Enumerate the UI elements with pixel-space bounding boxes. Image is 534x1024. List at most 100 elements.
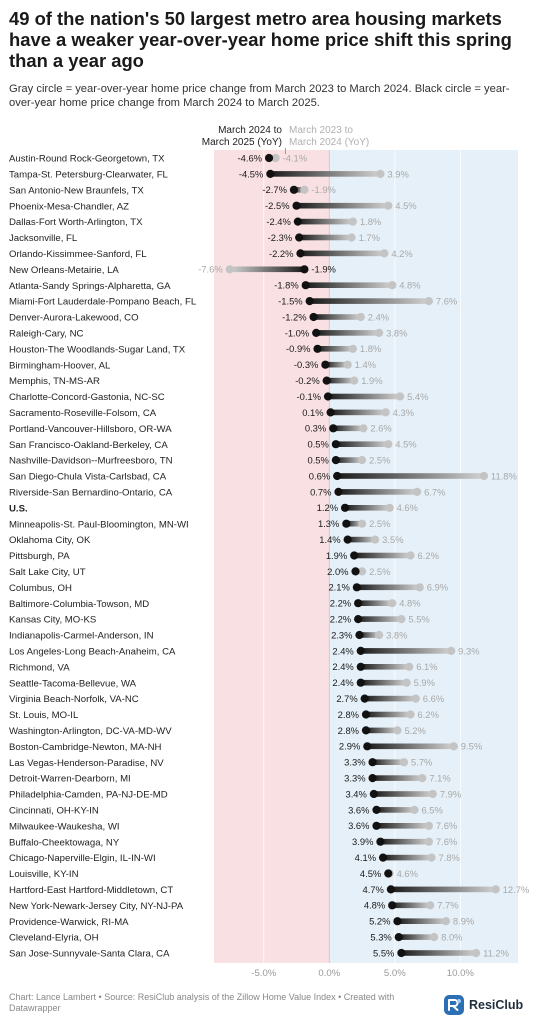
gray-value-label: 5.5% [408, 614, 429, 625]
metro-row: Cleveland-Elyria, OH 5.3% 8.0% [9, 932, 463, 944]
black-value-label: -2.3% [268, 232, 293, 243]
connector-bar [392, 902, 431, 909]
metro-label: Miami-Fort Lauderdale-Pompano Beach, FL [9, 297, 197, 308]
black-dot [293, 217, 302, 226]
gray-value-label: 5.9% [414, 677, 435, 688]
rows-layer: Austin-Round Rock-Georgetown, TX -4.6% -4.… [9, 152, 529, 959]
metro-label: Washington-Arlington, DC-VA-MD-WV [9, 726, 172, 737]
gray-value-label: 6.7% [424, 486, 445, 497]
black-dot [356, 646, 365, 656]
black-dot [342, 519, 351, 528]
gray-dot [395, 392, 405, 401]
black-dot [368, 774, 377, 783]
gray-value-label: -4.1% [283, 152, 308, 163]
metro-row: Richmond, VA 2.4% 6.1% [9, 661, 438, 673]
metro-label: Salt Lake City, UT [9, 567, 86, 578]
black-dot [323, 392, 333, 401]
black-dot [363, 742, 372, 751]
black-dot [326, 408, 335, 417]
brand-name: ResiClub [469, 998, 524, 1012]
black-dot [355, 630, 364, 640]
black-value-label: -1.9% [311, 264, 336, 275]
metro-label: San Jose-Sunnyvale-Santa Clara, CA [9, 949, 170, 960]
gray-dot [271, 153, 280, 163]
gray-dot [413, 487, 422, 496]
gray-value-label: 11.2% [483, 947, 509, 958]
black-value-label: -4.5% [239, 168, 264, 179]
gray-dot [399, 758, 409, 767]
metro-label: Louisville, KY-IN [9, 869, 79, 880]
black-dot [295, 233, 304, 242]
metro-row: Los Angeles-Long Beach-Anaheim, CA 2.4% 9.… [9, 645, 480, 657]
gray-dot [491, 885, 500, 894]
connector-bar [345, 505, 390, 511]
metro-row: Kansas City, MO-KS 2.2% 5.5% [9, 614, 430, 626]
connector-bar [359, 632, 380, 638]
gray-value-label: 6.2% [418, 550, 439, 561]
metro-label: Seattle-Tacoma-Bellevue, WA [9, 678, 137, 689]
gray-value-label: 7.9% [440, 788, 461, 799]
metro-label: Chicago-Naperville-Elgin, IL-IN-WI [9, 853, 156, 864]
connector-bar [335, 441, 389, 447]
black-value-label: 2.8% [338, 725, 359, 736]
gray-dot [384, 440, 393, 449]
black-dot [351, 567, 360, 576]
black-value-label: 2.7% [336, 693, 357, 704]
black-dot [343, 535, 352, 544]
gray-dot [348, 217, 357, 226]
metro-label: Richmond, VA [9, 662, 70, 673]
metro-row: Boston-Cambridge-Newton, MA-NH 2.9% 9.5% [9, 741, 482, 753]
metro-label: Milwaukee-Waukesha, WI [9, 821, 120, 832]
gray-value-label: 2.4% [368, 311, 389, 322]
connector-bar [297, 218, 353, 225]
black-dot [292, 201, 301, 210]
metro-row: Denver-Aurora-Lakewood, CO -1.2% 2.4% [9, 311, 389, 323]
gray-value-label: 6.9% [427, 582, 448, 593]
metro-row: Columbus, OH 2.1% 6.9% [9, 582, 448, 594]
connector-bar [390, 886, 496, 893]
connector-bar [346, 520, 363, 527]
metro-row: Washington-Arlington, DC-VA-MD-WV 2.8% 5.2… [9, 725, 426, 737]
metro-label: Jacksonville, FL [9, 233, 78, 244]
black-dot [309, 312, 318, 322]
x-tick-label: 5.0% [384, 968, 406, 979]
gray-value-label: 8.0% [441, 932, 462, 943]
metro-label: Detroit-Warren-Dearborn, MI [9, 774, 131, 785]
black-value-label: -0.3% [294, 359, 319, 370]
metro-row: U.S. 1.2% 4.6% [9, 502, 418, 514]
connector-bar [398, 934, 435, 940]
brand[interactable]: ResiClub [443, 993, 523, 1017]
metro-row: Virginia Beach-Norfolk, VA-NC 2.7% 6.6% [9, 693, 444, 705]
black-value-label: -2.7% [262, 184, 287, 195]
black-dot [331, 456, 340, 465]
black-dot [378, 853, 388, 862]
metro-label: Hartford-East Hartford-Middletown, CT [9, 885, 173, 896]
gray-value-label: -1.9% [311, 184, 336, 195]
connector-bar [360, 679, 407, 686]
black-value-label: 0.1% [302, 407, 323, 418]
connector-bar [316, 330, 380, 336]
x-tick-label: 10.0% [447, 968, 475, 979]
black-dot [361, 710, 371, 719]
resiclub-logo-icon [444, 995, 464, 1015]
metro-row: San Diego-Chula Vista-Carlsbad, CA 0.6% 11… [9, 470, 517, 482]
black-dot [356, 678, 365, 687]
connector-bar [317, 346, 353, 352]
gray-value-label: 6.1% [416, 661, 437, 672]
metro-row: San Francisco-Oakland-Berkeley, CA 0.5% 4.… [9, 439, 417, 451]
connector-bar [313, 314, 361, 320]
connector-bar [330, 409, 386, 416]
gray-dot [393, 726, 402, 735]
gray-dot [449, 742, 458, 751]
connector-bar [358, 600, 393, 606]
metro-row: Oklahoma City, OK 1.4% 3.5% [9, 534, 404, 546]
metro-label: San Francisco-Oakland-Berkeley, CA [9, 440, 168, 451]
gray-value-label: 3.8% [386, 327, 407, 338]
gray-value-label: 4.2% [391, 248, 412, 259]
black-dot [393, 917, 402, 926]
connector-bar [380, 838, 429, 845]
black-dot [361, 726, 371, 735]
gray-dot [424, 821, 433, 830]
black-dot [397, 948, 406, 958]
black-value-label: 3.3% [344, 773, 365, 784]
